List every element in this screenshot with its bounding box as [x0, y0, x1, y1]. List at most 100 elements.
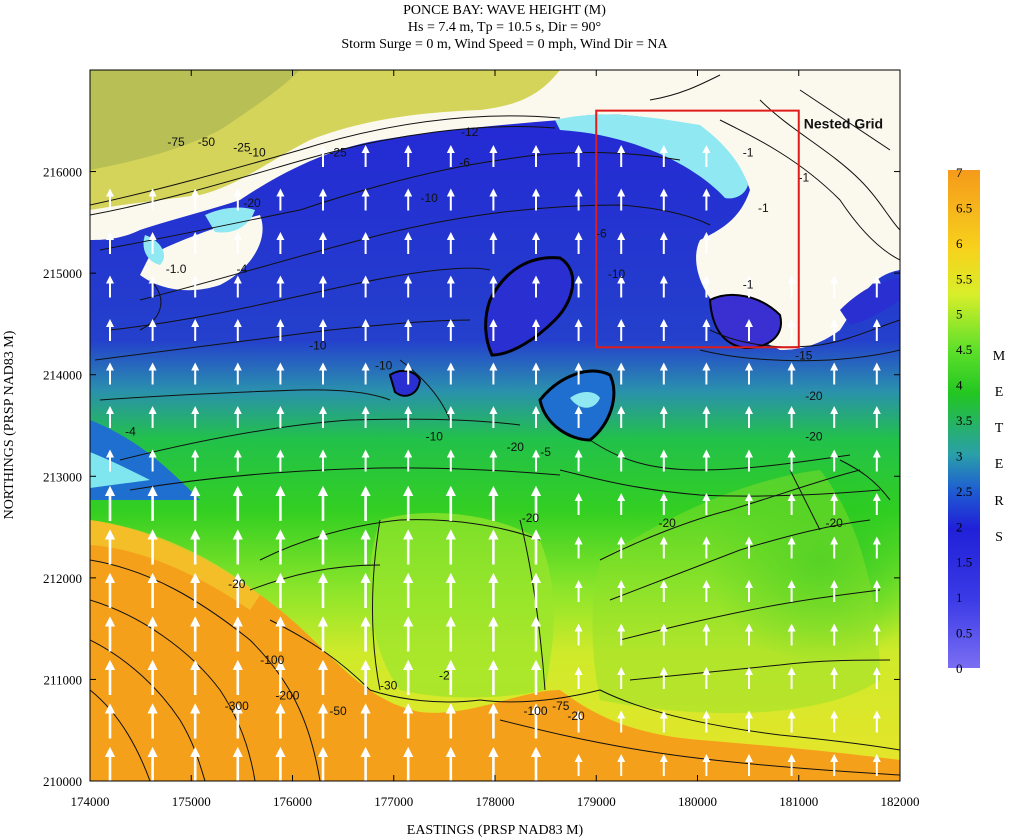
x-tick-label: 179000 — [577, 794, 616, 809]
contour-line — [559, 469, 881, 497]
nested-grid-label: Nested Grid — [804, 116, 883, 132]
y-axis-ticks: 210000 211000 212000 213000 214000 215000 2160… — [43, 165, 900, 789]
contour-label: -20 — [826, 516, 844, 530]
unit-letter: E — [994, 385, 1004, 400]
contour-label: -75 — [167, 135, 185, 149]
title-line-3: Storm Surge = 0 m, Wind Speed = 0 mph, W… — [341, 37, 668, 52]
x-tick-label: 181000 — [779, 794, 818, 809]
contour-label: -50 — [198, 135, 216, 149]
contour-line — [139, 204, 711, 301]
contour-line — [90, 639, 206, 781]
contour-line — [249, 564, 381, 591]
contour-label: -200 — [275, 689, 299, 703]
reef-shoal-west — [369, 512, 554, 698]
colorbar-tick-label: 5.5 — [956, 271, 972, 286]
colorbar-tick-label: 0 — [956, 661, 963, 676]
unit-letter: S — [995, 530, 1003, 545]
contour-line — [129, 467, 561, 491]
x-tick-label: 180000 — [678, 794, 717, 809]
chart-title: PONCE BAY: WAVE HEIGHT (M) Hs = 7.4 m, T… — [0, 0, 1009, 53]
contour-label: -15 — [795, 348, 813, 362]
y-tick-label: 212000 — [43, 571, 82, 586]
colorbar-tick-label: 6 — [956, 236, 963, 251]
contour-label: -1 — [798, 171, 809, 185]
southern-islet — [538, 369, 616, 442]
colorbar-tick-label: 3 — [956, 448, 963, 463]
unit-letter: T — [994, 421, 1004, 436]
contour-label: -6 — [459, 155, 470, 169]
colorbar-tick-label: 1 — [956, 590, 963, 605]
contour-label: -100 — [523, 704, 547, 718]
contour-line — [372, 519, 381, 691]
islet-shallows — [570, 392, 600, 408]
contour-label: -20 — [243, 196, 261, 210]
contour-line — [839, 459, 891, 501]
contour-label: -25 — [233, 140, 251, 154]
contour-line — [479, 689, 900, 751]
western-shallows — [90, 452, 150, 488]
contour-label: -1.0 — [166, 262, 187, 276]
colorbar-tick-label: 4 — [956, 378, 963, 393]
y-tick-label: 210000 — [43, 774, 82, 789]
contour-label: -10 — [375, 359, 393, 373]
contour-line — [119, 418, 521, 461]
x-tick-label: 177000 — [374, 794, 413, 809]
contour-label: -75 — [552, 699, 570, 713]
contour-label: -20 — [805, 389, 823, 403]
unit-letter: R — [994, 494, 1004, 509]
y-tick-label: 213000 — [43, 469, 82, 484]
contour-line — [499, 719, 900, 776]
contour-line — [609, 519, 871, 601]
contour-label: -1 — [743, 277, 754, 291]
contour-line — [109, 267, 491, 331]
contour-line — [90, 599, 256, 781]
contour-label: -1 — [743, 145, 754, 159]
contour-label: -10 — [426, 430, 444, 444]
contour-line — [629, 659, 891, 681]
contour-label: -20 — [658, 516, 676, 530]
contour-label: -20 — [805, 430, 823, 444]
contour-line — [90, 559, 321, 781]
colorbar-tick-label: 5 — [956, 307, 963, 322]
x-tick-label: 178000 — [476, 794, 515, 809]
eastern-headland-shallows — [840, 278, 900, 325]
map-field — [90, 70, 900, 781]
contour-label: -10 — [421, 191, 439, 205]
contour-label: -100 — [260, 653, 284, 667]
colorbar — [948, 170, 980, 668]
y-axis-label: NORTHINGS (PRSP NAD83 M) — [2, 330, 17, 519]
title-line-1: PONCE BAY: WAVE HEIGHT (M) — [403, 3, 606, 18]
nested-grid-box — [595, 109, 800, 349]
colorbar-tick-label: 2.5 — [956, 484, 972, 499]
title-line-2: Hs = 7.4 m, Tp = 10.5 s, Dir = 90° — [407, 20, 602, 35]
contour-line — [259, 519, 541, 561]
contour-label: -20 — [228, 577, 246, 591]
reef-shoal-east — [592, 470, 880, 714]
colorbar-tick-label: 1.5 — [956, 555, 972, 570]
shelf-edge-band — [90, 520, 260, 610]
lagoon-shallow-2 — [143, 235, 165, 265]
x-tick-label: 182000 — [881, 794, 920, 809]
contour-line — [759, 99, 900, 231]
contour-line — [789, 469, 821, 531]
contour-label: -6 — [596, 227, 607, 241]
bathymetry-contours — [90, 74, 900, 781]
contour-label: -1 — [758, 201, 769, 215]
shoal-islet — [388, 369, 422, 397]
cayo-island — [484, 256, 575, 357]
x-tick-label: 175000 — [172, 794, 211, 809]
contour-label: -10 — [248, 145, 266, 159]
contour-line — [599, 469, 861, 561]
contour-label: -4 — [237, 262, 248, 276]
contour-line — [709, 319, 900, 348]
unit-letter: E — [994, 457, 1004, 472]
contour-line — [90, 115, 561, 206]
contour-line — [90, 689, 151, 781]
colorbar-tick-label: 6.5 — [956, 200, 972, 215]
colorbar-ticks: 7 6.5 6 5.5 5 4.5 4 3.5 3 2.5 2 1.5 1 0.5 0 — [956, 165, 972, 676]
x-axis-label: EASTINGS (PRSP NAD83 M) — [407, 823, 584, 838]
unit-letter: M — [992, 349, 1006, 364]
contour-label: -300 — [225, 699, 249, 713]
contour-line — [619, 589, 881, 641]
